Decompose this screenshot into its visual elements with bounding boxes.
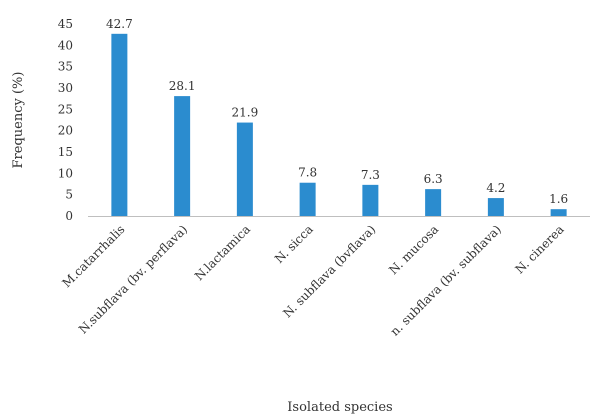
y-tick-label: 10 (58, 166, 73, 180)
data-labels: 42.7 28.1 21.9 7.8 7.3 6.3 4.2 1.6 (106, 17, 568, 206)
bars (111, 33, 567, 217)
y-axis-ticks: 0 5 10 15 20 25 30 35 40 45 (58, 17, 73, 223)
bar-value-label: 1.6 (549, 192, 568, 206)
bar-value-label: 28.1 (169, 79, 196, 93)
bar (487, 198, 504, 216)
category-label: M.catarrhalis (60, 222, 128, 290)
y-tick-label: 0 (65, 209, 73, 223)
bar (236, 122, 253, 216)
bar (111, 33, 128, 217)
y-axis-title: Frequency (%) (11, 72, 26, 169)
y-tick-label: 30 (58, 81, 73, 95)
category-label: n. subflava (bv. subflava) (388, 222, 504, 338)
bar-value-label: 21.9 (232, 106, 259, 120)
y-tick-label: 35 (58, 60, 73, 74)
bar (174, 96, 191, 216)
y-tick-label: 25 (58, 102, 73, 116)
y-tick-label: 15 (58, 145, 73, 159)
y-tick-label: 5 (65, 188, 73, 202)
bar-value-label: 6.3 (424, 172, 443, 186)
bar (299, 182, 316, 216)
category-label: N.lactamica (192, 222, 253, 283)
bar (362, 184, 379, 216)
category-label: N.subflava (bv. perflava) (76, 222, 190, 336)
bar (425, 189, 442, 216)
category-label: N. mucosa (386, 222, 441, 277)
category-label: N. sicca (272, 222, 316, 266)
y-tick-label: 20 (58, 124, 73, 138)
bar-value-label: 7.8 (298, 166, 317, 180)
y-tick-label: 45 (58, 17, 73, 31)
bar-value-label: 7.3 (361, 168, 380, 182)
bar (550, 209, 567, 216)
y-tick-label: 40 (58, 38, 73, 52)
x-axis-title: Isolated species (287, 400, 392, 415)
bar-value-label: 4.2 (486, 181, 505, 195)
bar-value-label: 42.7 (106, 17, 133, 31)
category-label: N. cinerea (512, 222, 566, 276)
